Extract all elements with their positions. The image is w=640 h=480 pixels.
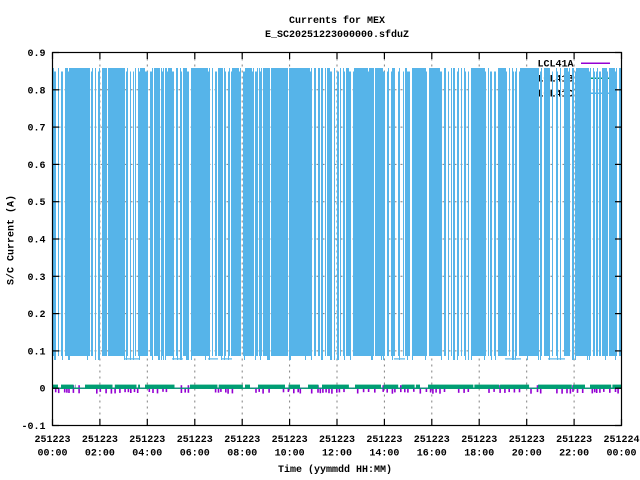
svg-text:08:00: 08:00 <box>227 449 257 460</box>
svg-text:251223: 251223 <box>177 435 213 446</box>
svg-text:0.6: 0.6 <box>27 161 45 172</box>
svg-text:04:00: 04:00 <box>132 449 162 460</box>
svg-text:0.4: 0.4 <box>27 236 45 247</box>
svg-text:18:00: 18:00 <box>464 449 494 460</box>
svg-text:Time (yymmdd HH:MM): Time (yymmdd HH:MM) <box>278 464 392 476</box>
svg-text:251223: 251223 <box>556 435 592 446</box>
svg-text:22:00: 22:00 <box>559 449 589 460</box>
svg-text:251223: 251223 <box>509 435 545 446</box>
svg-text:0.1: 0.1 <box>27 347 45 358</box>
svg-text:10:00: 10:00 <box>275 449 305 460</box>
svg-text:0.9: 0.9 <box>27 49 45 60</box>
svg-text:00:00: 00:00 <box>606 449 636 460</box>
svg-text:251223: 251223 <box>461 435 497 446</box>
svg-text:LCL41C: LCL41C <box>537 90 573 101</box>
svg-text:12:00: 12:00 <box>322 449 352 460</box>
svg-text:S/C Current (A): S/C Current (A) <box>6 195 18 285</box>
svg-text:02:00: 02:00 <box>85 449 115 460</box>
svg-text:00:00: 00:00 <box>37 449 67 460</box>
svg-text:Currents for MEX: Currents for MEX <box>289 15 385 27</box>
svg-text:251223: 251223 <box>366 435 402 446</box>
svg-text:251223: 251223 <box>319 435 355 446</box>
svg-text:251223: 251223 <box>34 435 70 446</box>
svg-text:E_SC20251223000000.sfduZ: E_SC20251223000000.sfduZ <box>265 29 409 41</box>
svg-text:0: 0 <box>39 385 45 396</box>
svg-text:0.8: 0.8 <box>27 86 45 97</box>
svg-text:LCL41A: LCL41A <box>537 60 573 71</box>
svg-text:14:00: 14:00 <box>369 449 399 460</box>
svg-text:20:00: 20:00 <box>512 449 542 460</box>
svg-text:-0.1: -0.1 <box>21 422 45 433</box>
svg-text:LCL41B: LCL41B <box>537 75 573 86</box>
svg-text:251223: 251223 <box>129 435 165 446</box>
svg-text:251223: 251223 <box>224 435 260 446</box>
svg-text:251224: 251224 <box>603 435 639 446</box>
svg-text:16:00: 16:00 <box>417 449 447 460</box>
svg-text:06:00: 06:00 <box>180 449 210 460</box>
svg-text:251223: 251223 <box>272 435 308 446</box>
svg-text:0.7: 0.7 <box>27 124 45 135</box>
svg-text:0.3: 0.3 <box>27 273 45 284</box>
svg-text:0.5: 0.5 <box>27 198 45 209</box>
svg-text:0.2: 0.2 <box>27 310 45 321</box>
svg-text:251223: 251223 <box>414 435 450 446</box>
svg-text:251223: 251223 <box>82 435 118 446</box>
